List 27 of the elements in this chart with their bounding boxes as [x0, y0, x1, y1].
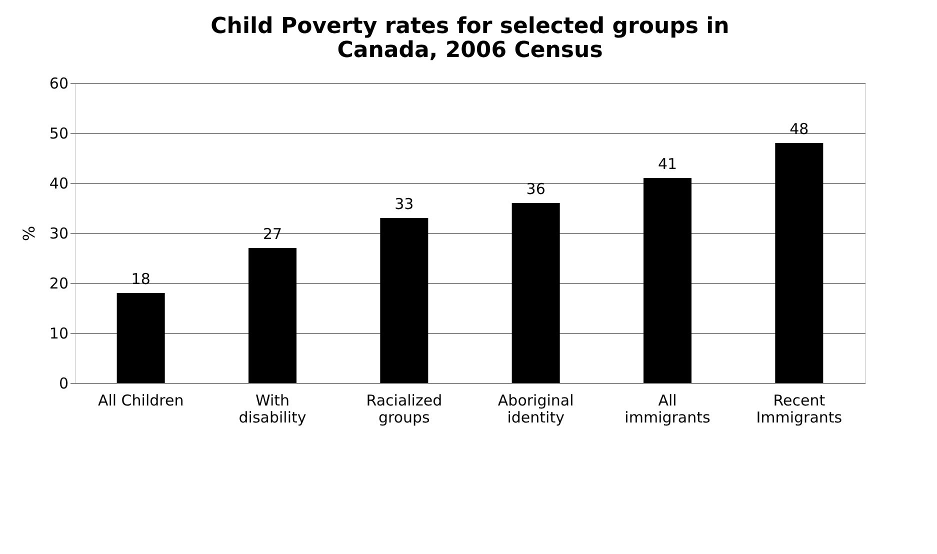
bar: [248, 248, 296, 383]
y-tick-label: 0: [58, 374, 68, 392]
chart-title: Child Poverty rates for selected groups in Canada, 2006 Census: [210, 14, 730, 63]
bar: [380, 218, 428, 383]
y-axis-title: %: [19, 226, 38, 242]
data-label: 18: [131, 270, 150, 288]
x-tick-label: All Children: [98, 392, 184, 410]
x-tick-label: All immigrants: [624, 392, 710, 426]
bar: [644, 178, 692, 383]
data-label: 36: [526, 180, 546, 198]
y-tick-label: 40: [49, 174, 68, 192]
data-label: 41: [658, 155, 678, 173]
y-tick-label: 20: [49, 274, 68, 292]
x-tick-label: With disability: [238, 392, 306, 426]
data-label: 27: [262, 225, 282, 243]
x-tick-label: Aboriginal identity: [498, 392, 574, 426]
y-tick-label: 50: [49, 124, 68, 142]
y-tick-label: 30: [49, 224, 68, 242]
x-tick-label: Recent Immigrants: [756, 392, 842, 426]
bar: [116, 293, 165, 383]
y-tick-label: 60: [49, 74, 68, 92]
data-label: 48: [790, 120, 809, 138]
x-tick-label: Racialized groups: [366, 392, 442, 426]
y-tick-label: 10: [49, 324, 68, 342]
data-label: 33: [394, 195, 414, 213]
bar: [775, 143, 824, 383]
bar: [512, 203, 560, 383]
